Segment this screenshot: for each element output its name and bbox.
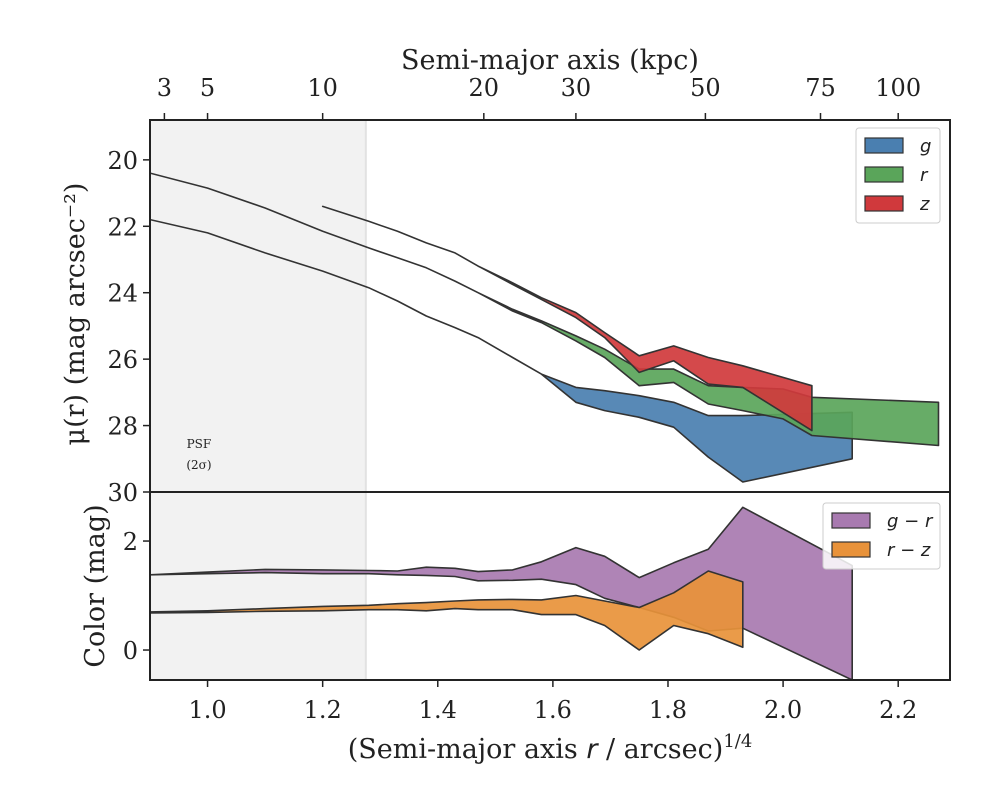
- main-legend-swatch: [864, 137, 904, 154]
- psf-annotation: PSF: [187, 437, 212, 451]
- x-tick-label: 1.6: [534, 696, 572, 724]
- top-tick-label: 30: [561, 74, 592, 102]
- main-legend-swatch: [864, 166, 904, 183]
- color-legend-label: r − z: [887, 540, 931, 561]
- color-y-tick-label: 0: [123, 637, 138, 665]
- main-legend-swatch: [864, 195, 904, 212]
- psf-shaded-region: [150, 120, 366, 492]
- main-legend-label: z: [919, 194, 930, 215]
- top-axis-label: Semi-major axis (kpc): [401, 45, 699, 76]
- top-tick-label: 50: [690, 74, 721, 102]
- color-frame: [149, 491, 951, 681]
- psf-annotation-sigma: (2σ): [186, 458, 211, 472]
- x-tick-label: 1.4: [419, 696, 457, 724]
- y-axis-label: μ(r) (mag arcsec⁻²): [60, 183, 91, 446]
- main-legend-label: g: [920, 136, 931, 157]
- series-z-band: [321, 205, 813, 432]
- x-tick-label: 2.0: [764, 696, 802, 724]
- top-tick-label: 20: [469, 74, 500, 102]
- series-color-1-band: [150, 570, 744, 651]
- main-legend-label: r: [920, 165, 929, 186]
- top-tick-label: 100: [875, 74, 921, 102]
- y-tick-label: 28: [107, 413, 138, 441]
- color-y-axis-label: Color (mag): [80, 504, 111, 667]
- y-tick-label: 30: [107, 479, 138, 507]
- x-axis-label: (Semi-major axis r / arcsec)1/4: [348, 731, 753, 765]
- color-y-tick-label: 2: [123, 528, 138, 556]
- y-tick-label: 24: [107, 280, 138, 308]
- top-tick-label: 5: [200, 74, 215, 102]
- x-tick-label: 2.2: [879, 696, 917, 724]
- top-tick-label: 75: [805, 74, 836, 102]
- psf-shaded-region: [150, 492, 366, 680]
- top-tick-label: 10: [307, 74, 338, 102]
- y-tick-label: 20: [107, 147, 138, 175]
- x-tick-label: 1.2: [304, 696, 342, 724]
- color-panel: [150, 492, 853, 680]
- color-legend-swatch: [831, 512, 871, 529]
- top-tick-label: 3: [157, 74, 172, 102]
- y-tick-label: 22: [107, 213, 138, 241]
- surface-brightness-panel: [150, 120, 940, 492]
- x-tick-label: 1.8: [649, 696, 687, 724]
- y-tick-label: 26: [107, 346, 138, 374]
- series-r-band: [150, 172, 940, 447]
- color-legend-swatch: [831, 541, 871, 558]
- color-legend-label: g − r: [887, 511, 934, 532]
- x-tick-label: 1.0: [188, 696, 226, 724]
